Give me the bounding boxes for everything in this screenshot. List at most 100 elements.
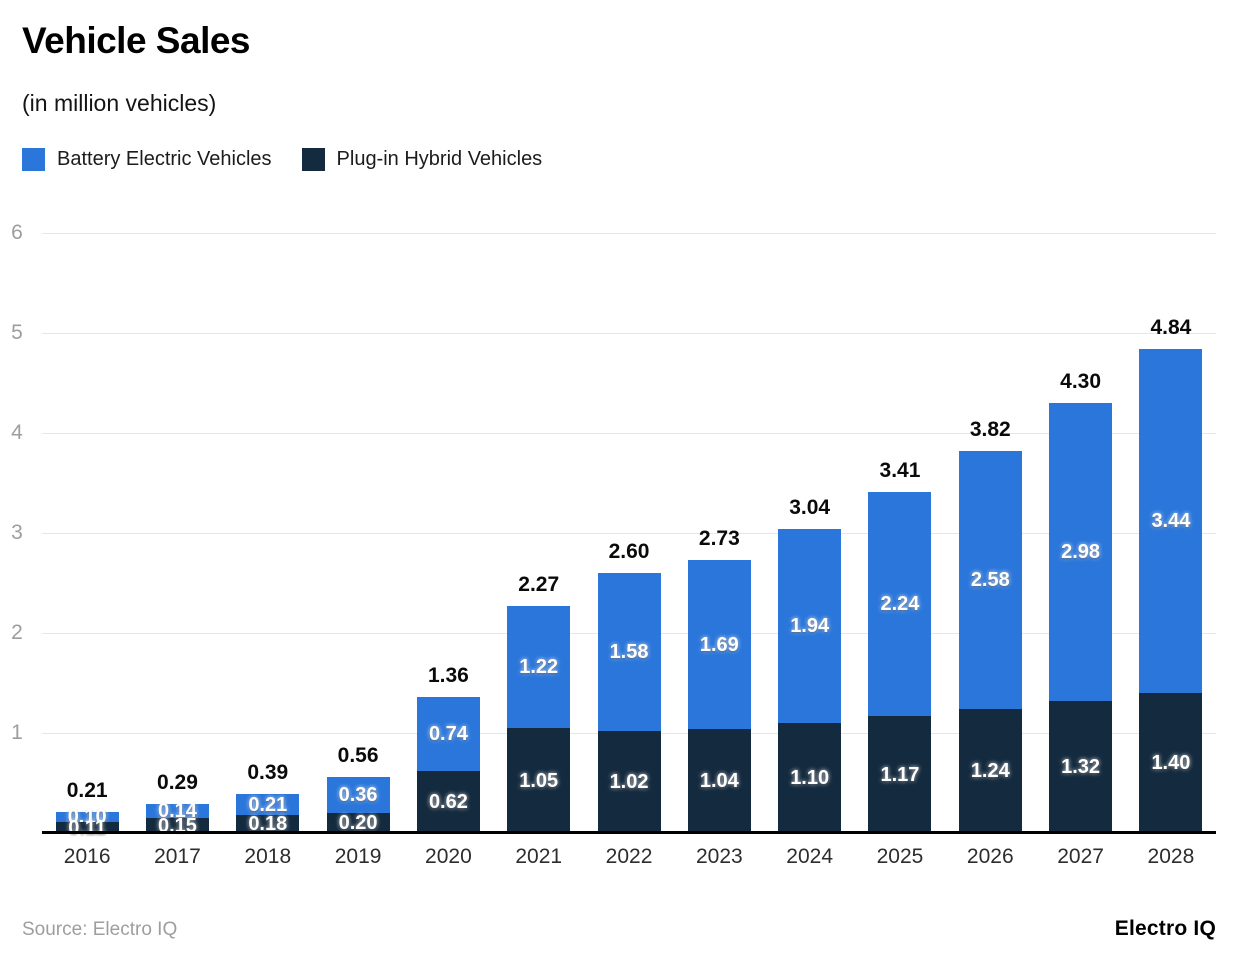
chart-title: Vehicle Sales — [22, 20, 251, 61]
x-axis-label-2019: 2019 — [334, 845, 382, 868]
source-note: Source: Electro IQ — [22, 919, 178, 940]
bars-container: 0.21 0.10 0.11 0.29 0.14 0.15 0.39 0.21 0.18 0.56… — [42, 215, 1216, 838]
bev-segment: 0.36 — [326, 777, 390, 813]
phev-segment: 1.24 — [958, 709, 1022, 833]
phev-value-label: 1.02 — [609, 771, 649, 793]
gridline-y3 — [42, 533, 1216, 534]
bev-value-label: 1.69 — [699, 633, 739, 656]
bev-segment: 1.94 — [778, 529, 842, 723]
phev-value-label: 0.20 — [338, 812, 378, 834]
bev-value-label: 0.74 — [428, 723, 468, 745]
bar-total-label: 3.82 — [969, 418, 1011, 441]
bar-group-2018: 0.39 0.21 0.18 — [223, 215, 313, 835]
bar-group-2023: 2.73 1.69 1.04 — [674, 215, 764, 833]
bar-total-label: 4.30 — [1060, 370, 1102, 393]
legend-label-phev: Plug-in Hybrid Vehicles — [336, 148, 543, 170]
y-axis-label-4: 4 — [11, 421, 23, 444]
phev-value-label: 0.18 — [248, 813, 288, 835]
bev-value-label: 1.58 — [609, 641, 649, 663]
y-axis-label-1: 1 — [11, 721, 23, 744]
bar-group-2019: 0.56 0.36 0.20 — [313, 215, 403, 833]
phev-value-label: 1.10 — [790, 767, 830, 789]
bev-value-label: 0.21 — [248, 793, 288, 816]
chart-subtitle: (in million vehicles) — [22, 90, 217, 116]
legend-item-phev: Plug-in Hybrid Vehicles — [301, 148, 543, 171]
y-axis-label-3: 3 — [11, 521, 23, 544]
bev-segment: 1.22 — [507, 606, 571, 728]
bar-total-label: 3.41 — [879, 459, 921, 482]
phev-segment: 1.17 — [868, 716, 932, 833]
phev-segment: 1.32 — [1049, 701, 1113, 833]
phev-segment: 1.02 — [597, 731, 661, 833]
bar-group-2017: 0.29 0.14 0.15 — [132, 215, 222, 837]
x-axis-label-2016: 2016 — [63, 845, 111, 868]
gridline-y4 — [42, 433, 1216, 434]
bar-group-2020: 1.36 0.74 0.62 — [403, 215, 493, 833]
x-axis-label-2026: 2026 — [966, 845, 1014, 868]
legend-swatch-bev-icon — [22, 148, 45, 171]
bar-total-label: 2.60 — [608, 540, 650, 563]
bar-total-label: 0.56 — [337, 744, 379, 767]
gridline-y6 — [42, 233, 1216, 234]
x-axis-label-2020: 2020 — [425, 845, 472, 868]
bev-value-label: 0.36 — [338, 784, 378, 806]
bar-group-2021: 2.27 1.22 1.05 — [494, 215, 584, 833]
x-axis-label-2018: 2018 — [244, 845, 292, 868]
phev-value-label: 1.24 — [970, 760, 1010, 782]
bev-value-label: 2.98 — [1061, 541, 1101, 563]
x-axis-line — [42, 831, 1216, 834]
bar-total-label: 2.73 — [698, 527, 740, 550]
bev-segment: 0.21 — [236, 793, 300, 816]
legend-item-bev: Battery Electric Vehicles — [22, 148, 272, 171]
y-axis-label-2: 2 — [11, 621, 23, 644]
x-axis-label-2022: 2022 — [605, 845, 653, 868]
bar-group-2024: 3.04 1.94 1.10 — [765, 215, 855, 833]
x-axis-label-2025: 2025 — [876, 845, 924, 868]
x-axis-label-2024: 2024 — [786, 845, 834, 868]
legend-swatch-phev-icon — [301, 148, 325, 171]
bev-segment: 1.58 — [597, 573, 661, 731]
bar-total-label: 2.27 — [518, 573, 560, 596]
bev-value-label: 1.22 — [519, 656, 559, 678]
bar-group-2026: 3.82 2.58 1.24 — [945, 215, 1035, 833]
bev-segment: 3.44 — [1139, 349, 1203, 693]
bar-total-label: 3.04 — [789, 496, 831, 519]
bar-total-label: 0.39 — [247, 761, 289, 784]
legend-label-bev: Battery Electric Vehicles — [57, 148, 272, 170]
bev-value-label: 2.24 — [880, 593, 920, 615]
bev-value-label: 3.44 — [1151, 510, 1191, 532]
bar-group-2022: 2.60 1.58 1.02 — [584, 215, 674, 833]
phev-segment: 0.20 — [326, 812, 390, 834]
bev-value-label: 2.58 — [970, 569, 1010, 591]
x-axis-labels: 2016 2017 2018 2019 2020 2021 2022 2023 2024 2025… — [42, 845, 1216, 869]
bar-total-label: 4.84 — [1150, 316, 1192, 339]
bev-segment: 2.98 — [1049, 403, 1113, 701]
bar-group-2016: 0.21 0.10 0.11 — [42, 215, 132, 838]
phev-segment: 0.18 — [236, 813, 300, 835]
bar-group-2028: 4.84 3.44 1.40 — [1126, 215, 1216, 833]
bar-total-label: 1.36 — [427, 664, 469, 687]
phev-value-label: 1.40 — [1151, 752, 1191, 774]
phev-value-label: 1.05 — [519, 769, 559, 792]
plot-area: 0.21 0.10 0.11 0.29 0.14 0.15 0.39 0.21 0.18 0.56… — [11, 215, 1216, 838]
phev-segment: 0.15 — [145, 814, 209, 837]
bar-group-2025: 3.41 2.24 1.17 — [855, 215, 945, 833]
bev-segment: 2.58 — [958, 451, 1022, 709]
phev-segment: 1.10 — [778, 723, 842, 833]
y-axis-label-5: 5 — [11, 321, 23, 344]
brand-logo: Electro IQ — [1114, 917, 1216, 940]
x-axis-label-2017: 2017 — [154, 845, 201, 868]
x-axis-label-2021: 2021 — [515, 845, 563, 868]
y-axis-label-6: 6 — [11, 221, 23, 244]
phev-value-label: 0.11 — [68, 816, 107, 839]
bev-value-label: 1.94 — [790, 615, 830, 637]
bev-value-label: 0.14 — [158, 800, 197, 822]
bar-total-label: 0.21 — [66, 779, 108, 802]
phev-segment: 1.40 — [1139, 693, 1203, 833]
x-axis-label-2027: 2027 — [1057, 845, 1104, 868]
phev-segment: 0.62 — [416, 771, 480, 833]
phev-value-label: 1.32 — [1061, 756, 1101, 778]
phev-value-label: 0.15 — [158, 814, 197, 837]
x-axis-label-2028: 2028 — [1147, 845, 1195, 868]
bev-segment: 0.74 — [416, 697, 480, 771]
